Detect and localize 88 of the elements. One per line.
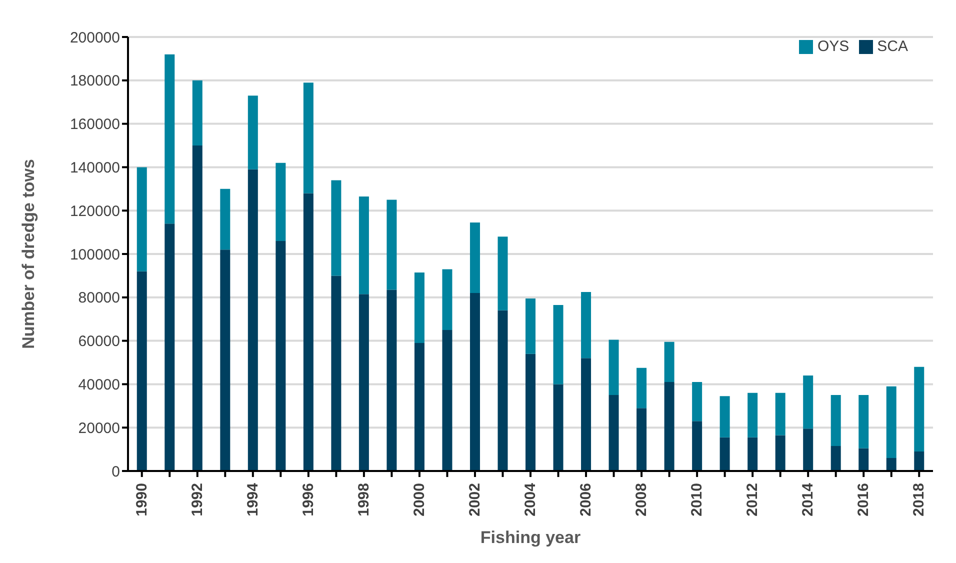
bar [803,376,814,429]
y-tick-label: 140000 [70,160,120,177]
x-tick-label: 2012 [744,483,762,516]
bar [692,382,702,422]
y-tick-label: 0 [112,463,120,480]
x-tick-label: 1992 [188,483,206,516]
x-tick-label: 2000 [410,483,428,516]
x-tick-label: 2002 [466,483,484,516]
bar [526,354,536,471]
bar [220,188,230,250]
bar [442,330,452,471]
bar [526,298,536,354]
bar [720,396,730,438]
bar [830,446,841,471]
bar [775,392,786,436]
x-tick-label: 2016 [855,483,872,516]
bar [748,392,758,438]
bar [608,395,619,471]
bar [636,368,647,408]
bar [331,276,342,471]
bar [331,180,342,276]
bar [164,54,175,224]
bar [303,82,314,194]
x-tick-label: 2004 [522,482,539,516]
x-tick-label: 2014 [800,482,817,516]
bar [581,292,592,358]
x-tick-label: 1994 [244,482,262,516]
bar [775,435,786,471]
bar [830,395,841,446]
x-tick-label: 2010 [688,483,706,516]
y-tick-label: 180000 [70,72,120,90]
bar [720,437,730,471]
bar [386,290,397,471]
bar [498,236,508,310]
bar [886,386,896,458]
y-tick-label: 120000 [70,202,120,220]
legend-label: OYS [817,38,850,55]
bar [608,340,619,396]
bar [553,304,564,384]
bar [858,448,869,471]
y-tick-label: 160000 [70,116,120,134]
y-tick-label: 100000 [70,246,120,264]
y-tick-label: 20000 [78,420,120,437]
bar [136,167,147,272]
bar [136,271,147,471]
legend-label: SCA [877,38,908,55]
bar [748,437,758,471]
y-tick-label: 60000 [78,333,120,350]
bar [470,293,480,471]
bar [248,169,258,471]
x-tick-label: 1996 [300,483,317,516]
bar [803,428,814,471]
bar [858,395,869,448]
bar [664,342,674,382]
x-tick-label: 2006 [578,483,595,516]
x-tick-label: 1990 [133,483,150,516]
bar [303,193,314,471]
y-tick-label: 40000 [78,376,120,394]
x-tick-label: 1998 [355,483,372,516]
bar [470,222,480,294]
bar [581,358,592,471]
bar [553,384,564,471]
bar [192,146,202,471]
bar [692,421,702,471]
bar [192,80,202,146]
bar [414,342,424,471]
bar [414,272,424,343]
bar [220,250,230,471]
bar [164,224,175,471]
bar [886,458,896,471]
bar [248,96,258,170]
x-tick-label: 2008 [633,483,650,516]
x-tick-label: 2018 [910,483,928,516]
bar [664,382,674,471]
bar [442,269,452,330]
bar [358,294,369,471]
bar [498,310,508,471]
bar [914,451,924,471]
y-tick-label: 80000 [78,290,120,307]
bar [358,196,369,294]
bar [276,240,286,471]
bar [914,366,924,452]
x-axis-title: Fishing year [480,528,581,547]
bar [386,200,397,290]
bar [636,408,647,471]
y-axis-title: Number of dredge tows [19,159,38,349]
y-tick-label: 200000 [70,29,120,46]
bar [276,162,286,241]
